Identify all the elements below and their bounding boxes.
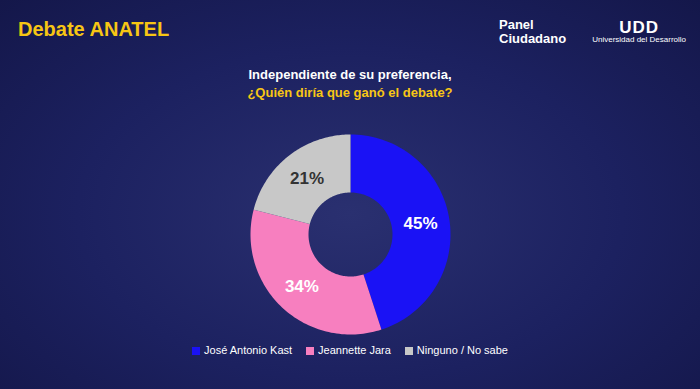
svg-text:21%: 21%	[290, 169, 324, 188]
html-text:Ciudadano: Ciudadano	[499, 30, 567, 46]
html-text:¿Quién diría que ganó el debat: ¿Quién diría que ganó el debate?	[247, 85, 453, 100]
html-text:Ninguno / No sabe: Ninguno / No sabe	[416, 344, 508, 356]
html-text:Universidad del Desarrollo: Universidad del Desarrollo	[592, 35, 686, 45]
svg-text:45%: 45%	[404, 214, 438, 233]
html-text:Panel: Panel	[499, 17, 534, 32]
html-text:UDD: UDD	[619, 17, 659, 37]
html-text:José Antonio Kast: José Antonio Kast	[204, 344, 293, 356]
html-text:Debate ANATEL: Debate ANATEL	[18, 18, 170, 40]
svg-text:34%: 34%	[285, 277, 319, 296]
html-text:Jeannette Jara: Jeannette Jara	[318, 344, 391, 356]
html-text:Independiente de su preferenci: Independiente de su preferencia,	[248, 67, 452, 82]
